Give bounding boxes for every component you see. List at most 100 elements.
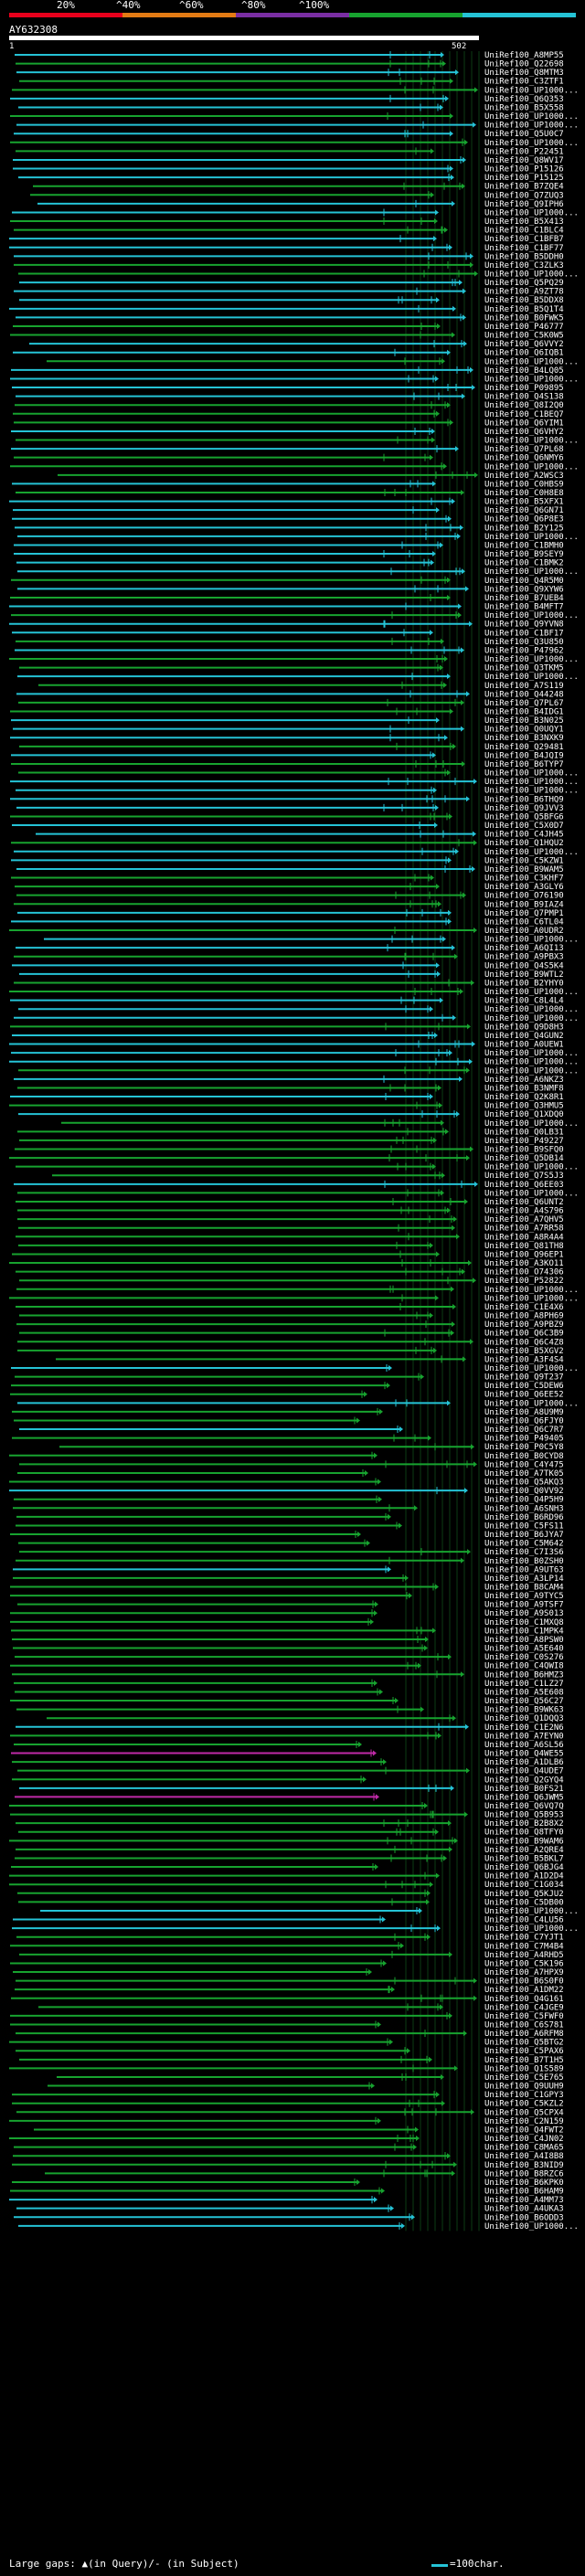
subject-label[interactable]: UniRef100_A3F4S4	[484, 1355, 564, 1364]
subject-label[interactable]: UniRef100_C1BF17	[484, 629, 564, 638]
subject-label[interactable]: UniRef100_Q7PMP1	[484, 909, 564, 918]
subject-label[interactable]: UniRef100_A1DM22	[484, 1986, 564, 1995]
subject-label[interactable]: UniRef100_UP1000...	[484, 1399, 579, 1408]
subject-label[interactable]: UniRef100_C1BMH0	[484, 541, 564, 550]
subject-label[interactable]: UniRef100_A4I8B8	[484, 2152, 564, 2161]
subject-label[interactable]: UniRef100_A1D2D4	[484, 1872, 564, 1882]
subject-label[interactable]: UniRef100_B3NXK9	[484, 734, 564, 743]
subject-label[interactable]: UniRef100_A3KO11	[484, 1259, 564, 1268]
subject-label[interactable]: UniRef100_Q6C4Z8	[484, 1338, 564, 1347]
subject-label[interactable]: UniRef100_Q6VVY2	[484, 340, 564, 349]
subject-label[interactable]: UniRef100_B3N025	[484, 716, 564, 726]
subject-label[interactable]: UniRef100_UP1000...	[484, 1189, 579, 1198]
subject-label[interactable]: UniRef100_A0UEW1	[484, 1041, 564, 1050]
subject-label[interactable]: UniRef100_B5BKL7	[484, 1854, 564, 1863]
subject-label[interactable]: UniRef100_C5FS11	[484, 1521, 564, 1531]
subject-label[interactable]: UniRef100_Q5DB14	[484, 1154, 564, 1163]
subject-label[interactable]: UniRef100_P15125	[484, 174, 564, 183]
subject-label[interactable]: UniRef100_A7RR58	[484, 1224, 564, 1234]
subject-label[interactable]: UniRef100_Q44248	[484, 690, 564, 699]
subject-label[interactable]: UniRef100_A4UKA3	[484, 2205, 564, 2214]
subject-label[interactable]: UniRef100_C1G034	[484, 1881, 564, 1890]
subject-label[interactable]: UniRef100_B5XGV2	[484, 1347, 564, 1356]
subject-label[interactable]: UniRef100_UP1000...	[484, 122, 579, 131]
subject-label[interactable]: UniRef100_C4JN02	[484, 2135, 564, 2144]
subject-label[interactable]: UniRef100_Q6JWM5	[484, 1793, 564, 1802]
subject-label[interactable]: UniRef100_UP1000...	[484, 357, 579, 366]
subject-label[interactable]: UniRef100_A9S013	[484, 1609, 564, 1618]
subject-label[interactable]: UniRef100_A7EYN0	[484, 1732, 564, 1741]
subject-label[interactable]: UniRef100_Q9JVV3	[484, 804, 564, 813]
subject-label[interactable]: UniRef100_C7M4B4	[484, 1942, 564, 1951]
subject-label[interactable]: UniRef100_Q5U0C7	[484, 130, 564, 139]
subject-label[interactable]: UniRef100_B2YHY0	[484, 979, 564, 988]
subject-label[interactable]: UniRef100_UP1000...	[484, 1907, 579, 1916]
subject-label[interactable]: UniRef100_Q4FWT2	[484, 2125, 564, 2135]
subject-label[interactable]: UniRef100_B6RD96	[484, 1513, 564, 1522]
subject-label[interactable]: UniRef100_Q56C27	[484, 1697, 564, 1706]
subject-label[interactable]: UniRef100_UP1000...	[484, 778, 579, 787]
subject-label[interactable]: UniRef100_P22451	[484, 147, 564, 156]
subject-label[interactable]: UniRef100_UP1000...	[484, 1163, 579, 1172]
subject-label[interactable]: UniRef100_B7T1H5	[484, 2056, 564, 2065]
subject-label[interactable]: UniRef100_P49405	[484, 1435, 564, 1444]
subject-label[interactable]: UniRef100_A3LP14	[484, 1574, 564, 1584]
subject-label[interactable]: UniRef100_Q7PL67	[484, 699, 564, 708]
subject-label[interactable]: UniRef100_Q3TKM5	[484, 664, 564, 673]
subject-label[interactable]: UniRef100_C0H8E8	[484, 489, 564, 498]
subject-label[interactable]: UniRef100_UP1000...	[484, 437, 579, 446]
subject-label[interactable]: UniRef100_B9WTL2	[484, 970, 564, 980]
subject-label[interactable]: UniRef100_O76190	[484, 892, 564, 901]
subject-label[interactable]: UniRef100_Q5KJU2	[484, 1890, 564, 1899]
subject-label[interactable]: UniRef100_C1BF77	[484, 244, 564, 253]
subject-label[interactable]: UniRef100_A4RHD5	[484, 1951, 564, 1960]
subject-label[interactable]: UniRef100_UP1000...	[484, 1066, 579, 1076]
subject-label[interactable]: UniRef100_Q6C7R7	[484, 1426, 564, 1435]
subject-label[interactable]: UniRef100_Q4UDE7	[484, 1767, 564, 1776]
subject-label[interactable]: UniRef100_C8L4L4	[484, 997, 564, 1006]
subject-label[interactable]: UniRef100_C7I3S6	[484, 1548, 564, 1557]
subject-label[interactable]: UniRef100_Q5AKQ3	[484, 1479, 564, 1488]
subject-label[interactable]: UniRef100_C5DB00	[484, 1898, 564, 1907]
subject-label[interactable]: UniRef100_A6NKZ3	[484, 1076, 564, 1085]
subject-label[interactable]: UniRef100_C1GPY3	[484, 2091, 564, 2100]
subject-label[interactable]: UniRef100_B2B8X2	[484, 1819, 564, 1829]
subject-label[interactable]: UniRef100_UP1000...	[484, 655, 579, 664]
subject-label[interactable]: UniRef100_C8MA65	[484, 2144, 564, 2153]
subject-label[interactable]: UniRef100_B8CAM4	[484, 1584, 564, 1593]
subject-label[interactable]: UniRef100_C0S276	[484, 1653, 564, 1662]
subject-label[interactable]: UniRef100_Q4S138	[484, 393, 564, 402]
subject-label[interactable]: UniRef100_Q4WE55	[484, 1750, 564, 1759]
subject-label[interactable]: UniRef100_B7UEB4	[484, 594, 564, 603]
subject-label[interactable]: UniRef100_B4MFT7	[484, 603, 564, 612]
subject-label[interactable]: UniRef100_UP1000...	[484, 1924, 579, 1934]
subject-label[interactable]: UniRef100_P0C5Y8	[484, 1443, 564, 1452]
subject-label[interactable]: UniRef100_Q5PQ29	[484, 279, 564, 288]
subject-label[interactable]: UniRef100_Q0LB31	[484, 1128, 564, 1137]
subject-label[interactable]: UniRef100_Q5CPX4	[484, 2108, 564, 2117]
subject-label[interactable]: UniRef100_UP1000...	[484, 1364, 579, 1373]
subject-label[interactable]: UniRef100_B3NID9	[484, 2161, 564, 2170]
subject-label[interactable]: UniRef100_UP1000...	[484, 1286, 579, 1295]
subject-label[interactable]: UniRef100_A8PH69	[484, 1312, 564, 1321]
subject-label[interactable]: UniRef100_UP1000...	[484, 611, 579, 620]
subject-label[interactable]: UniRef100_UP1000...	[484, 1005, 579, 1014]
subject-label[interactable]: UniRef100_Q3U850	[484, 638, 564, 647]
subject-label[interactable]: UniRef100_Q2GYQ4	[484, 1776, 564, 1785]
subject-label[interactable]: UniRef100_A8PSW0	[484, 1636, 564, 1645]
subject-label[interactable]: UniRef100_Q22698	[484, 60, 564, 69]
subject-label[interactable]: UniRef100_Q5BFG6	[484, 812, 564, 822]
subject-label[interactable]: UniRef100_Q6Q353	[484, 95, 564, 104]
subject-label[interactable]: UniRef100_B0FS21	[484, 1785, 564, 1794]
subject-label[interactable]: UniRef100_B8RZC6	[484, 2169, 564, 2178]
subject-label[interactable]: UniRef100_C5X0D7	[484, 822, 564, 831]
subject-label[interactable]: UniRef100_UP1000...	[484, 533, 579, 542]
subject-label[interactable]: UniRef100_A2QRE4	[484, 1846, 564, 1855]
subject-label[interactable]: UniRef100_UP1000...	[484, 1058, 579, 1067]
subject-label[interactable]: UniRef100_C5PAX6	[484, 2047, 564, 2056]
subject-label[interactable]: UniRef100_C7YJT1	[484, 1934, 564, 1943]
subject-label[interactable]: UniRef100_Q5BTG2	[484, 2039, 564, 2048]
subject-label[interactable]: UniRef100_B9WAM6	[484, 1837, 564, 1846]
subject-label[interactable]: UniRef100_Q6EE03	[484, 1181, 564, 1190]
subject-label[interactable]: UniRef100_A9ZT78	[484, 288, 564, 297]
